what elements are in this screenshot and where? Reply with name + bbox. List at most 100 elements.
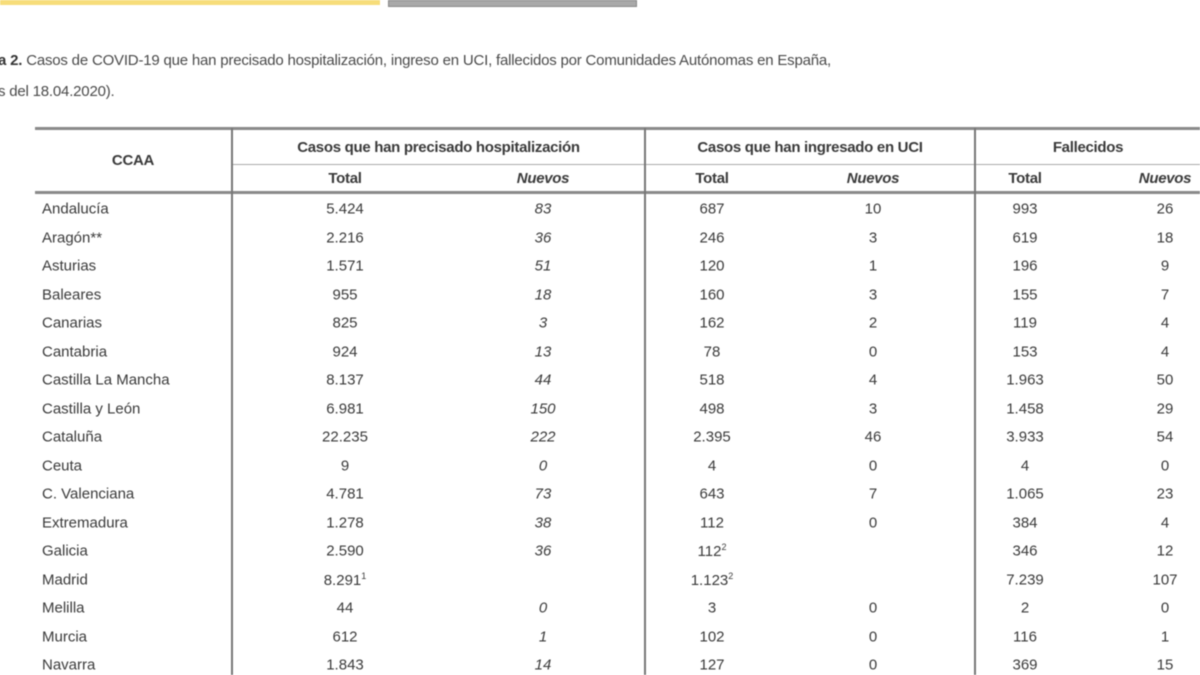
cell-hosp-total: 1.278 — [285, 514, 405, 531]
cell-value: 1.963 — [1006, 371, 1044, 389]
table-caption-line2: s del 18.04.2020). — [0, 83, 115, 100]
cell-hosp-total: 1.843 — [285, 657, 405, 674]
header-hosp-nuevos: Nuevos — [516, 170, 570, 187]
cell-fall-total: 384 — [965, 514, 1085, 531]
cell-fall-total: 993 — [965, 201, 1085, 218]
cell-value: 518 — [699, 371, 725, 389]
cell-hosp-nuevos: 44 — [483, 372, 603, 389]
cell-hosp-nuevos: 0 — [483, 457, 603, 474]
cell-value: 0 — [538, 457, 548, 474]
cell-value: 18 — [1156, 229, 1174, 246]
cell-value: 1.123 — [690, 571, 729, 589]
top-yellow-bar — [0, 0, 380, 5]
cell-hosp-nuevos: 36 — [483, 229, 603, 246]
caption-text: Casos de COVID-19 que han precisado hosp… — [22, 52, 831, 69]
cell-hosp-nuevos: 0 — [483, 600, 603, 617]
cell-hosp-total: 612 — [285, 628, 405, 645]
ccaa-name: Baleares — [42, 286, 102, 303]
cell-fall-total: 619 — [965, 229, 1085, 246]
cell-value: 2 — [1020, 599, 1030, 617]
cell-uci-nuevos: 0 — [813, 657, 933, 674]
ccaa-name: Asturias — [42, 257, 97, 275]
cell-value: 7 — [1160, 286, 1170, 303]
cell-hosp-total: 5.424 — [285, 201, 405, 218]
cell-value: 73 — [534, 485, 552, 503]
ccaa-name: Extremadura — [42, 514, 128, 531]
cell-value: 127 — [699, 656, 725, 674]
cell-value: 1 — [538, 628, 548, 645]
cell-value: 1.065 — [1006, 485, 1044, 503]
cell-uci-nuevos: 2 — [813, 315, 933, 332]
cell-hosp-total: 44 — [285, 600, 405, 617]
cell-fall-nuevos: 23 — [1105, 486, 1200, 503]
cell-uci-total: 246 — [652, 229, 772, 246]
column-divider — [974, 128, 976, 675]
cell-hosp-total: 9 — [285, 457, 405, 474]
top-gray-box — [388, 0, 637, 7]
ccaa-name: Castilla y León — [42, 400, 141, 417]
cell-value: 1 — [868, 257, 878, 275]
cell-value: 196 — [1012, 257, 1038, 275]
cell-fall-nuevos: 7 — [1105, 286, 1200, 303]
cell-value: 1.843 — [326, 656, 364, 674]
cell-value: 0 — [538, 599, 548, 617]
header-uci-total: Total — [695, 170, 729, 187]
cell-value: 955 — [332, 286, 358, 303]
cell-value: 51 — [534, 257, 552, 275]
cell-value: 246 — [699, 229, 725, 246]
cell-fall-total: 155 — [965, 286, 1085, 303]
cell-fall-nuevos: 0 — [1105, 600, 1200, 617]
cell-value: 7 — [868, 485, 878, 503]
cell-value: 3 — [707, 599, 717, 617]
cell-hosp-nuevos: 36 — [483, 543, 603, 560]
ccaa-name: Andalucía — [42, 200, 109, 218]
table-top-rule — [35, 127, 1200, 130]
cell-uci-total: 127 — [652, 657, 772, 674]
cell-value: 6.981 — [326, 400, 364, 417]
cell-value: 5.424 — [326, 200, 364, 218]
cell-value: 10 — [864, 200, 882, 218]
ccaa-name: Murcia — [42, 628, 88, 645]
cell-hosp-nuevos: 38 — [483, 514, 603, 531]
cell-value: 3 — [868, 229, 878, 246]
cell-value: 112 — [700, 514, 724, 531]
header-fallecidos: Fallecidos — [1052, 139, 1124, 156]
cell-value: 38 — [534, 514, 552, 531]
header-fall-total: Total — [1008, 170, 1042, 187]
cell-value: 4 — [1160, 514, 1170, 531]
cell-uci-nuevos: 46 — [813, 429, 933, 446]
cell-fall-total: 2 — [965, 600, 1085, 617]
cell-uci-nuevos: 0 — [813, 628, 933, 645]
cell-value: 0 — [868, 599, 878, 617]
cell-uci-total: 498 — [652, 400, 772, 417]
cell-uci-total: 160 — [652, 286, 772, 303]
cell-value: 3.933 — [1006, 428, 1044, 446]
cell-uci-nuevos: 0 — [813, 343, 933, 360]
cell-fall-nuevos: 0 — [1105, 457, 1200, 474]
cell-fall-nuevos: 12 — [1105, 543, 1200, 560]
cell-value: 384 — [1012, 514, 1038, 531]
cell-hosp-total: 1.571 — [285, 258, 405, 275]
header-hospitalizacion: Casos que han precisado hospitalización — [297, 139, 580, 156]
cell-value: 1 — [1160, 628, 1170, 645]
cell-fall-nuevos: 4 — [1105, 343, 1200, 360]
cell-value: 0 — [1160, 457, 1170, 474]
cell-value: 8.291 — [323, 571, 362, 589]
cell-value: 4 — [1160, 314, 1170, 332]
cell-value: 3 — [868, 400, 878, 417]
cell-fall-total: 1.458 — [965, 400, 1085, 417]
cell-value: 29 — [1156, 400, 1174, 417]
cell-value: 612 — [332, 628, 358, 645]
cell-hosp-total: 22.235 — [285, 429, 405, 446]
cell-value: 150 — [530, 400, 556, 417]
subheader-rule — [232, 164, 1200, 165]
footnote-marker: 2 — [721, 542, 727, 552]
cell-value: 825 — [332, 314, 358, 332]
cell-value: 222 — [530, 428, 556, 446]
cell-value: 7.239 — [1006, 571, 1044, 588]
cell-hosp-nuevos: 3 — [483, 315, 603, 332]
cell-value: 15 — [1156, 656, 1174, 674]
cell-fall-total: 3.933 — [965, 429, 1085, 446]
cell-value: 12 — [1156, 542, 1174, 560]
ccaa-name: Navarra — [42, 656, 96, 674]
